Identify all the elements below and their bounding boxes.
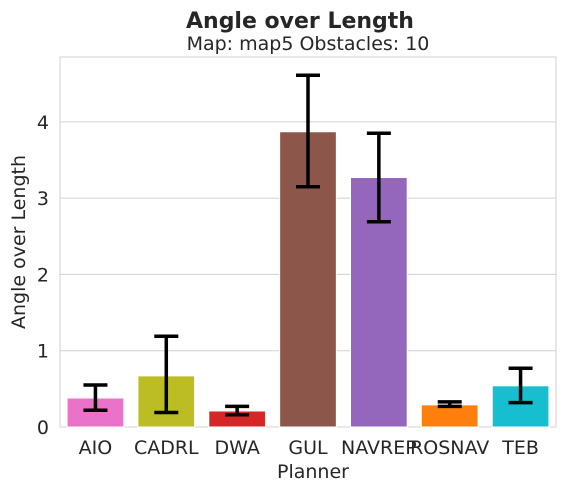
- x-tick-label: GUL: [288, 437, 328, 459]
- y-axis-label: Angle over Length: [8, 155, 30, 329]
- x-axis-label: Planner: [277, 461, 349, 483]
- x-tick-label: AIO: [79, 437, 113, 459]
- y-tick-label: 3: [37, 188, 49, 210]
- x-tick-label: CADRL: [134, 437, 199, 459]
- bar-rosnav: [420, 404, 479, 428]
- x-tick-label: DWA: [214, 437, 259, 459]
- y-tick-label: 2: [37, 264, 49, 286]
- x-tick-label: ROSNAV: [410, 437, 489, 459]
- y-tick-label: 0: [37, 417, 49, 439]
- chart-title: Angle over Length: [186, 9, 414, 34]
- y-tick-labels: 0 1 2 3 4: [37, 112, 49, 439]
- y-tick-label: 4: [37, 112, 49, 134]
- x-tick-label: TEB: [501, 437, 539, 459]
- y-tick-label: 1: [37, 341, 49, 363]
- bars: [66, 131, 550, 428]
- error-bars: [83, 73, 533, 417]
- x-tick-label: NAVREP: [341, 437, 417, 459]
- chart-subtitle: Map: map5 Obstacles: 10: [187, 33, 430, 55]
